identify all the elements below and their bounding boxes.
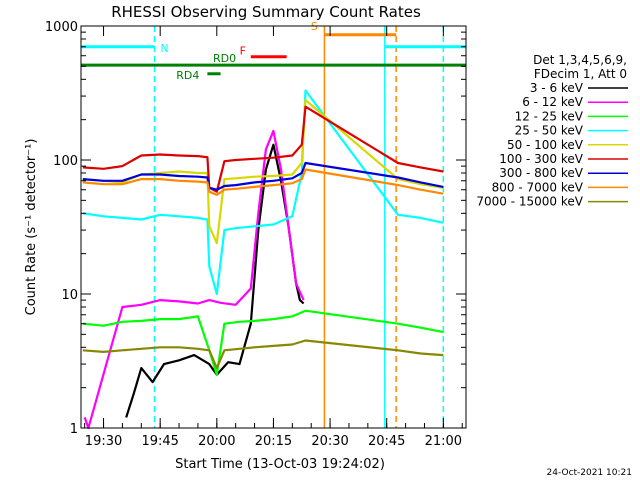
legend-header-line-1: Det 1,3,4,5,6,9, — [533, 53, 627, 67]
legend-label-2: 12 - 25 keV — [515, 109, 584, 123]
y-tick-label-1: 10 — [61, 288, 78, 303]
y-tick-label-3: 1000 — [45, 20, 78, 35]
x-tick-label-5: 20:45 — [368, 434, 405, 449]
legend-label-1: 6 - 12 keV — [522, 95, 584, 109]
legend-header-line-2: FDecim 1, Att 0 — [534, 67, 627, 81]
series-line-7 — [82, 168, 444, 196]
x-tick-label-2: 20:00 — [198, 434, 235, 449]
legend-label-8: 7000 - 15000 keV — [476, 195, 583, 209]
flag-label-rd4: RD4 — [176, 69, 199, 82]
flag-label-n: N — [160, 42, 168, 55]
plot-frame — [80, 25, 467, 429]
series-line-8 — [82, 339, 444, 370]
flag-label-f: F — [240, 45, 246, 58]
series-line-2 — [82, 309, 444, 376]
date-stamp: 24-Oct-2021 10:21 — [547, 468, 632, 478]
series-line-5 — [82, 105, 444, 193]
x-tick-label-3: 20:15 — [255, 434, 292, 449]
legend-label-3: 25 - 50 keV — [515, 124, 584, 138]
axes: 19:30 19:45 20:00 20:15 20:30 20:45 21:00 1 10 10… — [45, 20, 466, 449]
x-tick-label-4: 20:30 — [311, 434, 348, 449]
legend-label-0: 3 - 6 keV — [530, 81, 584, 95]
legend-label-6: 300 - 800 keV — [499, 166, 583, 180]
flag-label-rd0: RD0 — [213, 52, 236, 65]
legend-label-7: 800 - 7000 keV — [492, 180, 584, 194]
legend-label-4: 50 - 100 keV — [507, 138, 584, 152]
x-tick-label-6: 21:00 — [425, 434, 462, 449]
y-tick-label-0: 1 — [70, 422, 78, 437]
y-axis-label: Count Rate (s⁻¹ detector⁻¹) — [24, 139, 39, 316]
legend: Det 1,3,4,5,6,9, FDecim 1, Att 0 3 - 6 k… — [476, 53, 628, 209]
y-tick-label-2: 100 — [53, 154, 78, 169]
x-axis-label: Start Time (13-Oct-03 19:24:02) — [175, 457, 385, 472]
x-tick-label-0: 19:30 — [85, 434, 122, 449]
chart-title: RHESSI Observing Summary Count Rates — [111, 3, 421, 21]
legend-label-5: 100 - 300 keV — [499, 152, 583, 166]
series-line-6 — [82, 161, 444, 191]
x-tick-label-1: 19:45 — [141, 434, 178, 449]
